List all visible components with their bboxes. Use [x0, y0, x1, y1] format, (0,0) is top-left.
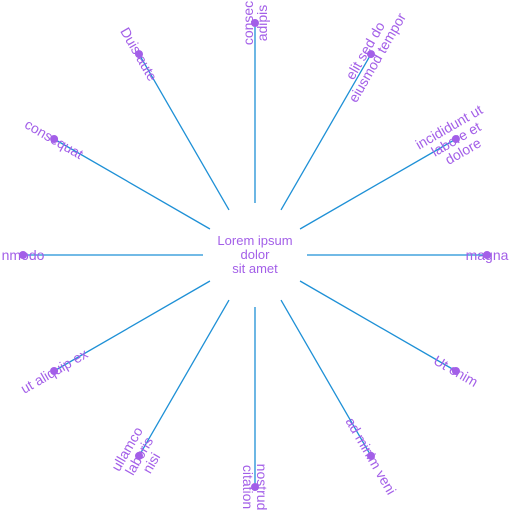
spoke-label: magna	[466, 247, 509, 263]
spoke-label: consecadipis	[240, 1, 270, 45]
spoke-dot	[135, 451, 143, 460]
spoke-label: Ut enim	[431, 352, 481, 390]
spoke-line	[299, 280, 457, 372]
center-label-line: sit amet	[232, 261, 278, 276]
spoke-dot	[451, 135, 460, 143]
spoke-line	[53, 280, 211, 372]
center-label-line: dolor	[241, 247, 271, 262]
spoke-label-line: magna	[466, 247, 509, 263]
spoke-label: ut aliquip ex	[18, 345, 91, 396]
spoke-label: elit sed doeiusmod tempor	[333, 3, 409, 105]
spoke-dot	[19, 251, 27, 259]
spoke-line	[138, 53, 230, 211]
spoke-label: consequat	[22, 116, 86, 162]
spoke-label-line: ut aliquip ex	[18, 345, 91, 396]
spoke-label: incididunt utlabore etdolore	[413, 101, 500, 177]
spoke-dot	[251, 19, 259, 27]
spoke-dot	[135, 50, 143, 59]
center-label-line: Lorem ipsum	[217, 233, 292, 248]
spoke-label-line: ad minim veni	[342, 415, 399, 498]
spoke-label-line: consec	[240, 1, 256, 45]
spoke-dot	[50, 367, 59, 375]
spoke-label-line: adipis	[254, 5, 270, 42]
spoke-dot	[367, 451, 375, 460]
spoke-dot	[50, 135, 59, 143]
spoke-line	[280, 299, 372, 457]
spoke-label: ad minim veni	[342, 415, 399, 498]
spoke-dot	[251, 483, 259, 491]
spoke-label-line: consequat	[22, 116, 86, 162]
spoke-label-line: Ut enim	[431, 352, 481, 390]
spoke-label-line: nostrud	[254, 464, 270, 511]
spoke-dot	[483, 251, 491, 259]
spoke-dot	[451, 367, 460, 375]
spoke-label: nmodo	[2, 247, 45, 263]
center-label: Lorem ipsum dolor sit amet	[217, 233, 292, 276]
spoke-label-line: citation	[240, 465, 256, 509]
spoke-dot	[367, 50, 375, 59]
spoke-label: Duis aute	[117, 24, 161, 83]
spoke-label-line: Duis aute	[117, 24, 161, 83]
spoke-line	[280, 53, 372, 211]
spoke-label: nostrudcitation	[240, 464, 270, 511]
spoke-line	[138, 299, 230, 457]
spoke-label: ullamcolaborisnisi	[108, 424, 170, 488]
spoke-line	[299, 138, 457, 230]
spoke-label-line: nmodo	[2, 247, 45, 263]
spoke-line	[53, 138, 211, 230]
